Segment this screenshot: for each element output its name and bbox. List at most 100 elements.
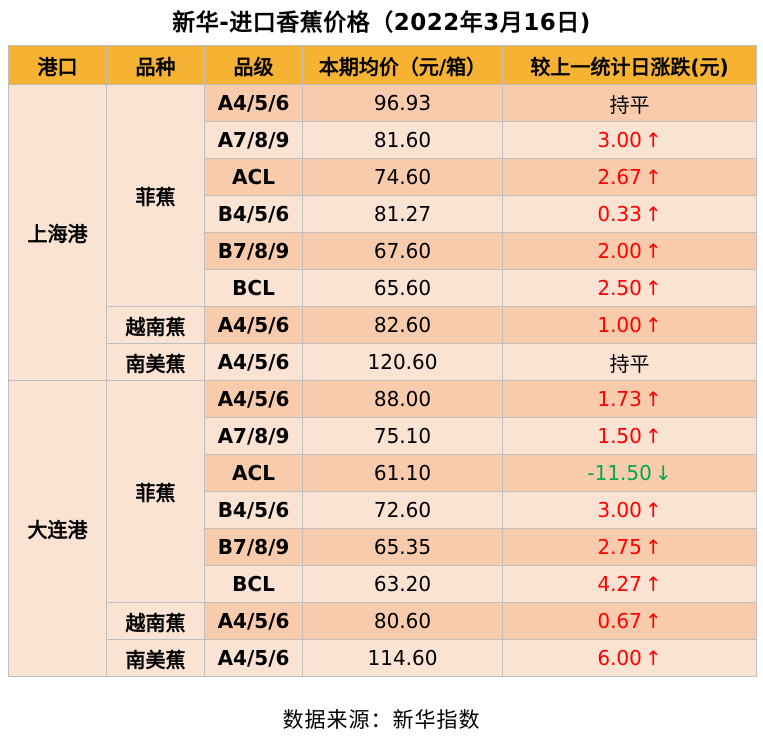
arrow-down-icon: ↓	[654, 461, 672, 485]
port-cell: 上海港	[8, 84, 107, 381]
variety-cell: 南美蕉	[106, 639, 205, 677]
price-cell: 75.10	[302, 417, 503, 455]
price-cell: 65.35	[302, 528, 503, 566]
table-body: 上海港 菲蕉 A4/5/6 96.93 持平 A7/8/9 81.60 3.00 ↑ ACL 74.…	[8, 84, 757, 677]
arrow-up-icon: ↑	[644, 239, 662, 263]
change-value: 1.00	[597, 313, 642, 337]
price-cell: 65.60	[302, 269, 503, 307]
port-cell: 大连港	[8, 380, 107, 677]
price-cell: 88.00	[302, 380, 503, 418]
price-table: 港口 品种 品级 本期均价（元/箱） 较上一统计日涨跌(元) 上海港 菲蕉 A4/5…	[8, 45, 757, 677]
change-value: 3.00	[597, 128, 642, 152]
change-value: 持平	[609, 92, 650, 117]
arrow-up-icon: ↑	[644, 572, 662, 596]
table-row: 南美蕉 A4/5/6 114.60 6.00 ↑	[9, 639, 757, 677]
arrow-up-icon: ↑	[644, 535, 662, 559]
change-cell: 持平	[502, 84, 757, 122]
price-cell: 80.60	[302, 602, 503, 640]
change-cell: 2.67 ↑	[502, 158, 757, 196]
change-value: 持平	[609, 351, 650, 376]
change-cell: 1.00 ↑	[502, 306, 757, 344]
price-cell: 61.10	[302, 454, 503, 492]
price-cell: 74.60	[302, 158, 503, 196]
variety-cell: 越南蕉	[106, 602, 205, 640]
change-cell: 3.00 ↑	[502, 491, 757, 529]
change-value: -11.50	[587, 461, 652, 485]
price-cell: 67.60	[302, 232, 503, 270]
arrow-up-icon: ↑	[644, 165, 662, 189]
grade-cell: B7/8/9	[204, 528, 303, 566]
table-row: B7/8/9 65.35 2.75 ↑	[9, 528, 757, 566]
column-header-variety: 品种	[106, 45, 205, 85]
table-row: B7/8/9 67.60 2.00 ↑	[9, 232, 757, 270]
change-value: 6.00	[597, 646, 642, 670]
arrow-up-icon: ↑	[644, 424, 662, 448]
arrow-up-icon: ↑	[644, 498, 662, 522]
change-value: 1.50	[597, 424, 642, 448]
grade-cell: B7/8/9	[204, 232, 303, 270]
grade-cell: A4/5/6	[204, 380, 303, 418]
variety-cell: 越南蕉	[106, 306, 205, 344]
grade-cell: A7/8/9	[204, 121, 303, 159]
change-cell: 2.75 ↑	[502, 528, 757, 566]
change-value: 0.67	[597, 609, 642, 633]
change-cell: 6.00 ↑	[502, 639, 757, 677]
change-cell: 4.27 ↑	[502, 565, 757, 603]
change-value: 4.27	[597, 572, 642, 596]
change-value: 2.00	[597, 239, 642, 263]
price-cell: 81.60	[302, 121, 503, 159]
arrow-up-icon: ↑	[644, 646, 662, 670]
grade-cell: ACL	[204, 158, 303, 196]
table-header-row: 港口 品种 品级 本期均价（元/箱） 较上一统计日涨跌(元)	[8, 45, 757, 85]
grade-cell: A4/5/6	[204, 84, 303, 122]
change-value: 2.67	[597, 165, 642, 189]
change-cell: -11.50 ↓	[502, 454, 757, 492]
change-value: 1.73	[597, 387, 642, 411]
column-header-price: 本期均价（元/箱）	[302, 45, 503, 85]
table-row: 上海港 菲蕉 A4/5/6 96.93 持平	[8, 84, 757, 381]
arrow-up-icon: ↑	[644, 276, 662, 300]
column-header-change: 较上一统计日涨跌(元)	[502, 45, 757, 85]
arrow-up-icon: ↑	[644, 202, 662, 226]
grade-cell: B4/5/6	[204, 195, 303, 233]
table-row: 南美蕉 A4/5/6 120.60 持平	[9, 343, 757, 381]
change-value: 3.00	[597, 498, 642, 522]
change-cell: 2.50 ↑	[502, 269, 757, 307]
price-cell: 81.27	[302, 195, 503, 233]
data-source-note: 数据来源：新华指数	[282, 708, 481, 732]
price-cell: 96.93	[302, 84, 503, 122]
arrow-up-icon: ↑	[644, 128, 662, 152]
change-cell: 1.50 ↑	[502, 417, 757, 455]
grade-cell: A4/5/6	[204, 639, 303, 677]
table-row: 越南蕉 A4/5/6 82.60 1.00 ↑	[9, 306, 757, 344]
change-cell: 0.67 ↑	[502, 602, 757, 640]
price-cell: 63.20	[302, 565, 503, 603]
variety-cell: 菲蕉	[106, 380, 205, 603]
price-cell: 82.60	[302, 306, 503, 344]
change-value: 0.33	[597, 202, 642, 226]
arrow-up-icon: ↑	[644, 387, 662, 411]
change-value: 2.75	[597, 535, 642, 559]
change-cell: 1.73 ↑	[502, 380, 757, 418]
grade-cell: A4/5/6	[204, 602, 303, 640]
table-row: BCL 63.20 4.27 ↑	[9, 565, 757, 603]
column-header-grade: 品级	[204, 45, 303, 85]
grade-cell: B4/5/6	[204, 491, 303, 529]
change-cell: 2.00 ↑	[502, 232, 757, 270]
column-header-port: 港口	[8, 45, 107, 85]
change-cell: 持平	[502, 343, 757, 381]
grade-cell: A7/8/9	[204, 417, 303, 455]
table-row: 大连港 菲蕉 A4/5/6 88.00 1.73 ↑	[8, 380, 757, 677]
change-cell: 3.00 ↑	[502, 121, 757, 159]
change-cell: 0.33 ↑	[502, 195, 757, 233]
table-row: BCL 65.60 2.50 ↑	[9, 269, 757, 307]
table-row: B4/5/6 81.27 0.33 ↑	[9, 195, 757, 233]
grade-cell: A4/5/6	[204, 306, 303, 344]
arrow-up-icon: ↑	[644, 313, 662, 337]
table-row: 越南蕉 A4/5/6 80.60 0.67 ↑	[9, 602, 757, 640]
grade-cell: A4/5/6	[204, 343, 303, 381]
grade-cell: ACL	[204, 454, 303, 492]
grade-cell: BCL	[204, 269, 303, 307]
arrow-up-icon: ↑	[644, 609, 662, 633]
price-cell: 120.60	[302, 343, 503, 381]
